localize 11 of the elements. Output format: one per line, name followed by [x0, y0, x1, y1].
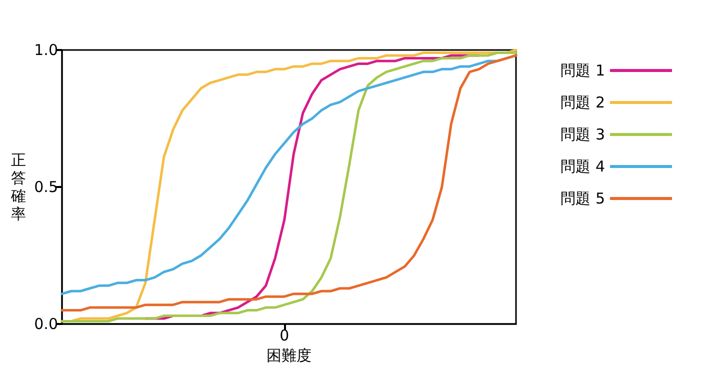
- y-tick-label: 0.0: [34, 315, 58, 333]
- legend-label: 問題 5: [560, 190, 605, 208]
- y-tick-label: 0.5: [34, 178, 58, 196]
- y-tick-label: 1.0: [34, 41, 58, 59]
- legend-label: 問題 2: [560, 94, 605, 112]
- y-axis-title: 正答確率: [10, 151, 26, 223]
- legend-label: 問題 3: [560, 126, 605, 144]
- x-tick-label: 0: [280, 326, 290, 344]
- legend-label: 問題 1: [560, 62, 605, 80]
- legend-label: 問題 4: [560, 158, 605, 176]
- x-axis-title: 困難度: [266, 346, 312, 364]
